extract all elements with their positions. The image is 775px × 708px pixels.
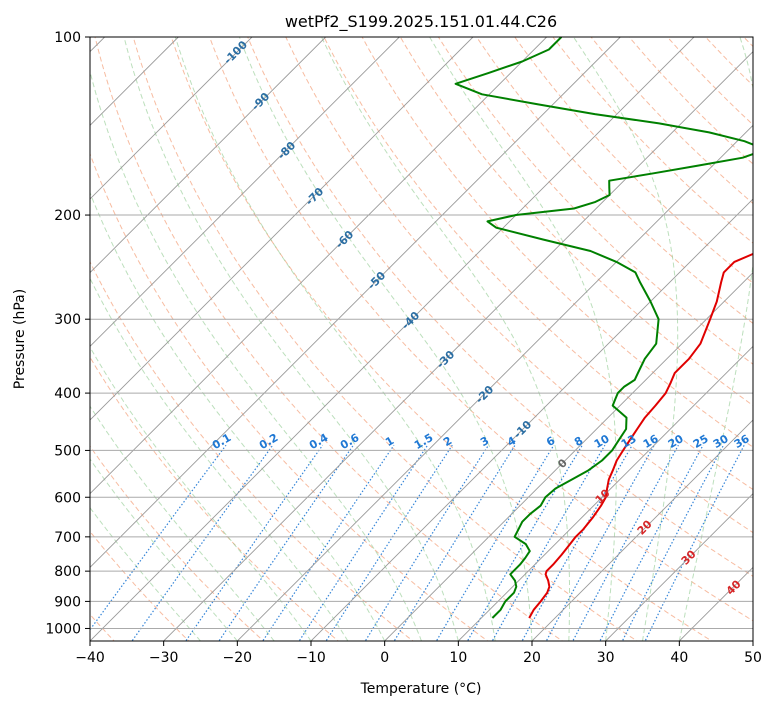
x-tick-label: −30 [149, 650, 179, 666]
isotherm-line [605, 493, 753, 641]
mixing-ratio-line [599, 444, 704, 641]
y-tick-label: 700 [54, 530, 81, 546]
y-tick-label: 200 [54, 208, 81, 224]
mixing-ratio-line [325, 444, 453, 641]
x-tick-label: 0 [380, 650, 389, 666]
moist-adiabat-line [429, 37, 617, 641]
moist-adiabat-line [123, 37, 459, 641]
isotherm-line [458, 345, 753, 641]
moist-adiabats [90, 37, 753, 641]
chart-title: wetPf2_S199.2025.151.01.44.C26 [285, 12, 557, 32]
x-tick-label: 30 [597, 650, 615, 666]
moist-adiabat-line [678, 37, 753, 641]
isotherm-line [310, 198, 753, 641]
mixing-ratio-line [364, 444, 490, 641]
y-tick-label: 800 [54, 564, 81, 580]
y-axis-title: Pressure (hPa) [12, 289, 28, 389]
x-tick-label: −20 [223, 650, 253, 666]
moist-adiabat-line [90, 277, 349, 641]
moist-adiabat-line [90, 405, 275, 641]
mixing-ratio-line [298, 444, 429, 641]
plot-frame [89, 36, 754, 642]
x-tick-label: −40 [75, 650, 105, 666]
y-tick-label: 600 [54, 490, 81, 506]
sounding-profiles [454, 37, 753, 619]
isotherm-line [90, 37, 547, 495]
moist-adiabat-line [90, 458, 238, 641]
dry-adiabat-line [323, 37, 753, 491]
isotherm-line [90, 37, 695, 641]
dry-adiabat-line [90, 152, 489, 641]
x-tick-label: −10 [296, 650, 326, 666]
mixing-ratio-line [393, 444, 516, 641]
moist-adiabat-line [238, 37, 533, 641]
dry-adiabat-line [170, 37, 713, 641]
mixing-ratio-line [545, 444, 655, 641]
moist-adiabat-line [90, 69, 422, 641]
moist-adiabat-line [321, 37, 571, 641]
mixing-ratio-line [218, 444, 354, 641]
mixing-ratio-line [131, 444, 274, 641]
isotherms [90, 37, 753, 641]
isotherm-line [90, 37, 400, 347]
isotherm-line [90, 37, 326, 274]
mixing-ratio-line [185, 444, 324, 641]
moist-adiabat-line [573, 37, 679, 641]
isotherm-line [163, 51, 753, 641]
y-tick-label: 100 [54, 30, 81, 46]
dry-adiabat-line [437, 37, 753, 365]
x-axis: −40 −30 −20 −10 0 10 20 30 40 50 [75, 641, 762, 666]
dry-adiabat-line [361, 37, 753, 448]
isotherm-line [90, 37, 253, 200]
y-tick-label: 1000 [45, 621, 81, 637]
isotherm-line [90, 37, 621, 568]
moist-adiabat-line [90, 191, 386, 641]
x-axis-title: Temperature (°C) [360, 681, 482, 697]
mixing-ratio-line [521, 444, 633, 641]
x-tick-label: 40 [670, 650, 688, 666]
isotherm-line [90, 37, 474, 421]
y-tick-label: 400 [54, 386, 81, 402]
x-tick-label: 20 [523, 650, 541, 666]
temperature-profile-line [528, 252, 753, 619]
isotherm-line [237, 124, 753, 641]
mixing-ratio-line [90, 444, 227, 631]
dry-adiabat-line [247, 37, 753, 577]
moist-adiabat-line [174, 37, 496, 641]
x-tick-label: 10 [449, 650, 467, 666]
isotherm-line [384, 272, 753, 641]
isotherm-line [531, 419, 753, 641]
dewpoint-profile-line [454, 37, 753, 619]
y-tick-label: 900 [54, 594, 81, 610]
isobars [90, 37, 753, 629]
dry-adiabat-line [285, 37, 753, 534]
mixing-ratio-line [262, 444, 395, 641]
y-axis: 1000 900 800 700 600 500 400 300 200 100 [45, 30, 90, 637]
y-tick-label: 500 [54, 443, 81, 459]
x-tick-label: 50 [744, 650, 762, 666]
y-tick-label: 300 [54, 312, 81, 328]
